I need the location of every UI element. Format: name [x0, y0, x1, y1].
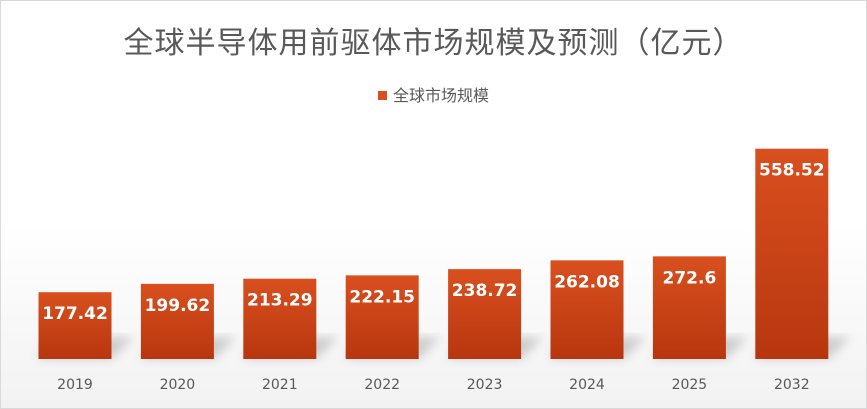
x-tick-2025: 2025	[672, 377, 708, 393]
data-label-2023: 238.72	[452, 281, 518, 301]
x-tick-2032: 2032	[774, 377, 810, 393]
data-label-2024: 262.08	[554, 272, 620, 292]
bar-2021	[243, 278, 317, 359]
data-label-2025: 272.6	[663, 268, 717, 288]
data-label-2022: 222.15	[349, 287, 415, 307]
chart-title: 全球半导体用前驱体市场规模及预测（亿元）	[123, 26, 744, 61]
bar-2025	[652, 256, 726, 359]
bar-2020	[140, 283, 214, 359]
x-tick-2019: 2019	[57, 377, 93, 393]
data-label-2021: 213.29	[247, 291, 313, 311]
legend-label: 全球市场规模	[392, 86, 489, 105]
data-label-2019: 177.42	[42, 304, 108, 324]
x-tick-2020: 2020	[160, 377, 196, 393]
x-tick-2024: 2024	[569, 377, 605, 393]
legend-swatch	[377, 91, 387, 100]
legend: 全球市场规模	[0, 82, 867, 106]
bar-2023	[448, 269, 522, 359]
bar-2019	[38, 292, 112, 359]
bar-2024	[550, 260, 624, 359]
x-tick-2021: 2021	[262, 377, 298, 393]
data-label-2032: 558.52	[759, 161, 825, 181]
x-tick-2023: 2023	[467, 377, 503, 393]
bar-2022	[345, 275, 419, 359]
data-label-2020: 199.62	[145, 296, 211, 316]
bar-2032	[755, 148, 829, 359]
x-tick-2022: 2022	[364, 377, 400, 393]
